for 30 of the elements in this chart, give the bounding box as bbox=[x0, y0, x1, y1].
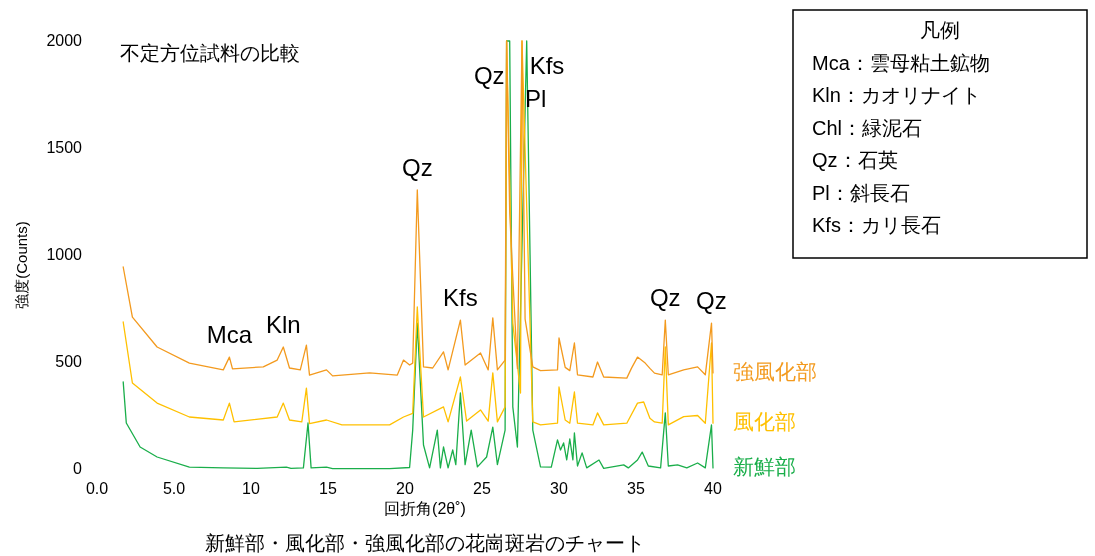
annotation: Qz bbox=[696, 287, 727, 315]
y-tick-label: 500 bbox=[55, 353, 83, 370]
y-tick-label: 1500 bbox=[46, 139, 83, 156]
annotation: Qz bbox=[649, 284, 681, 312]
y-tick-label: 2000 bbox=[46, 32, 83, 49]
x-tick-label: 0.0 bbox=[85, 480, 109, 497]
series-label: 新鮮部 bbox=[733, 454, 796, 478]
annotation: Kfs bbox=[529, 52, 565, 79]
x-tick-label: 15 bbox=[319, 480, 337, 497]
chart-subtitle: 不定方位試料の比較 bbox=[120, 42, 300, 64]
annotation: Qz bbox=[401, 153, 433, 181]
x-tick-label: 30 bbox=[550, 480, 568, 497]
text: 新鮮部・風化部・強風化部の花崗斑岩のチャート bbox=[205, 532, 645, 554]
y-tick-label: 1000 bbox=[46, 246, 83, 263]
x-tick-label: 40 bbox=[704, 480, 722, 497]
y-tick-label: 0 bbox=[73, 460, 83, 477]
annotation: Kfs bbox=[443, 284, 478, 312]
annotation: Kln bbox=[266, 311, 301, 339]
x-tick-label: 20 bbox=[396, 480, 414, 497]
y-axis-title: 強度(Counts) bbox=[13, 221, 30, 309]
x-tick-label: 5.0 bbox=[162, 480, 186, 497]
x-axis-title: 回折角(2θ˚) bbox=[384, 500, 466, 517]
x-tick-label: 35 bbox=[627, 480, 645, 497]
series-label: 強風化部 bbox=[733, 359, 817, 383]
series-label: 風化部 bbox=[733, 410, 796, 434]
x-tick-label: 10 bbox=[242, 480, 260, 497]
annotation: Qz bbox=[473, 62, 505, 89]
annotation: Mca bbox=[206, 321, 253, 349]
legend-box: 凡例 Mca：雲母粘土鉱物 Kln：カオリナイト Chl：緑泥石 Qz：石英 Pl：斜長石 Kfs：カリ長石 bbox=[792, 9, 1088, 259]
x-tick-label: 25 bbox=[473, 480, 491, 497]
